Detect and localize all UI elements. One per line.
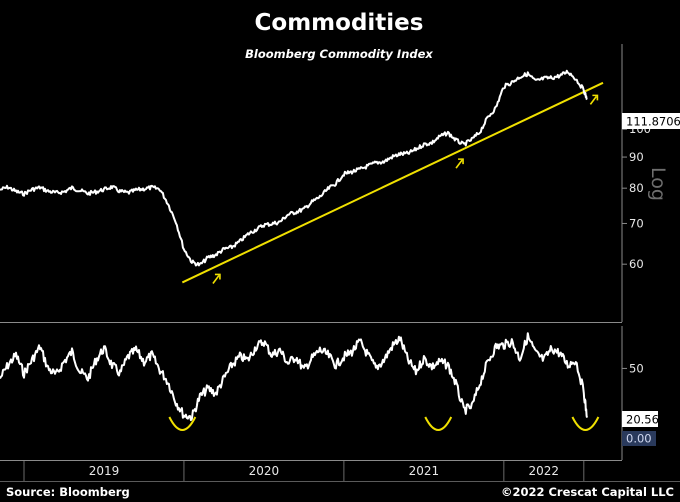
support-arrow-icon [589,94,599,105]
zero-value-text: 0.00 [626,432,652,446]
y-tick-label: 70 [629,216,644,230]
support-arrow-icon [455,158,464,169]
y-tick-label: 50 [629,361,644,375]
oversold-smile-marker [424,416,453,431]
year-label: 2022 [529,464,560,478]
arrow-shaft [589,95,598,105]
trendline-group [181,81,604,284]
y-axis-label-log: Log [647,167,669,201]
last-value-text: 111.8706 [626,115,680,129]
chart-title: Commodities [255,10,424,36]
oscillator-line-group [0,332,588,422]
arrow-shaft [455,159,463,169]
chart-subtitle: Bloomberg Commodity Index [245,47,433,61]
copyright-text: ©2022 Crescat Capital LLC [501,485,674,499]
trendline [181,81,604,284]
arrow-head [592,94,599,101]
support-markers [168,94,600,431]
arrow-shaft [212,275,220,284]
y-tick-label: 90 [629,150,644,164]
year-label: 2019 [89,464,120,478]
x-axis-year-labels: 2019 2020 2021 2022 [23,461,585,481]
oversold-smile-marker [168,416,197,431]
source-text: Source: Bloomberg [6,485,130,499]
arrow-head [458,158,464,165]
badge-background [622,113,680,129]
y-tick-label: 60 [629,257,644,271]
support-arrow-icon [212,273,221,284]
year-label: 2020 [249,464,280,478]
index-series-line [0,69,588,267]
arrow-head [214,273,221,280]
zero-badge-background [622,431,656,446]
zero-value-badge: 0.00 [622,431,656,446]
oversold-smile-marker [571,416,600,431]
lower-y-ticks: 50 [622,361,644,375]
oscillator-last-value-text: 20.56 [626,413,659,427]
year-label: 2021 [409,464,440,478]
last-value-badge-lower: 20.56 [622,411,659,427]
last-value-badge-upper: 111.8706 [622,113,680,129]
index-line-group [0,69,588,267]
y-tick-label: 80 [629,181,644,195]
oscillator-series-line [0,332,588,422]
badge-background [622,411,658,427]
